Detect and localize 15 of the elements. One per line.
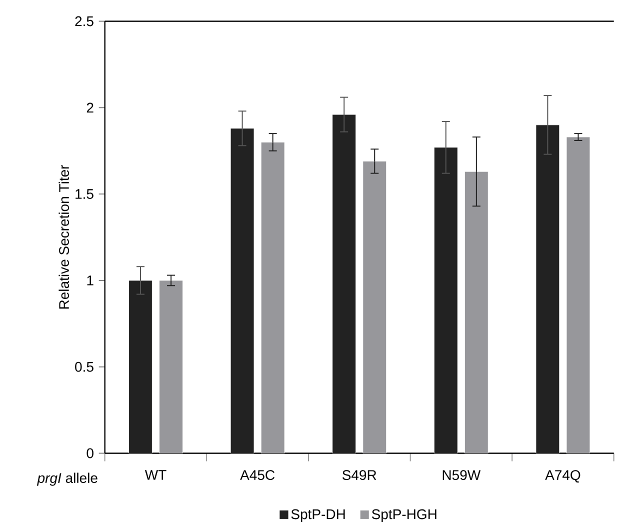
x-axis-title: prgI allele <box>36 472 98 486</box>
x-tick-label: A74Q <box>545 470 580 483</box>
y-tick-label: 0 <box>86 448 94 458</box>
x-tick-label: A45C <box>240 470 275 480</box>
y-tick-label: 1 <box>87 276 94 286</box>
y-axis-title: Relative Secretion Titer <box>58 164 69 309</box>
y-tick-label: 1.5 <box>76 189 94 199</box>
x-tick-label: WT <box>144 470 166 480</box>
y-tick-label: 2.5 <box>75 16 94 26</box>
x-tick-label: S49R <box>342 470 376 480</box>
legend-label: SptP-DH <box>291 509 345 522</box>
y-tick-label: 2 <box>86 102 94 113</box>
x-tick-label: N59W <box>442 470 481 480</box>
legend-label: SptP-HGH <box>372 509 436 522</box>
y-tick-label: 0.5 <box>75 362 94 372</box>
